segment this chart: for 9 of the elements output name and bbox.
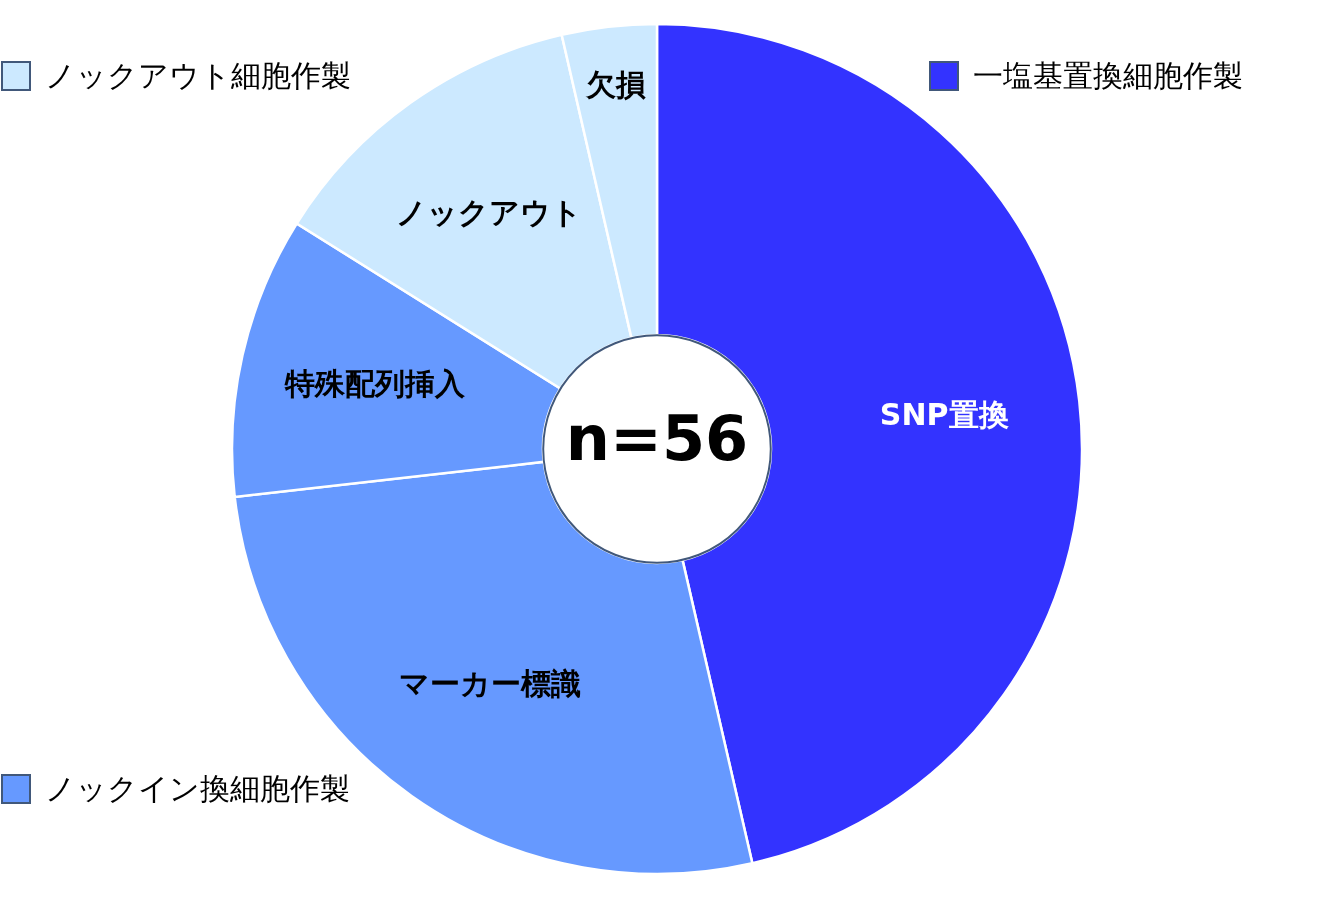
slice-label: SNP置換 <box>879 397 1009 433</box>
slice-label: 欠損 <box>584 66 646 102</box>
text: ノックイン換細胞作製 <box>45 771 350 806</box>
text: ノックアウト細胞作製 <box>45 58 351 93</box>
slice-label: ノックアウト <box>396 194 583 230</box>
text: 一塩基置換細胞作製 <box>973 58 1243 93</box>
text: n=56 <box>565 402 749 475</box>
slice-label: マーカー標識 <box>399 665 582 701</box>
slice-label: 特殊配列挿入 <box>284 366 467 402</box>
